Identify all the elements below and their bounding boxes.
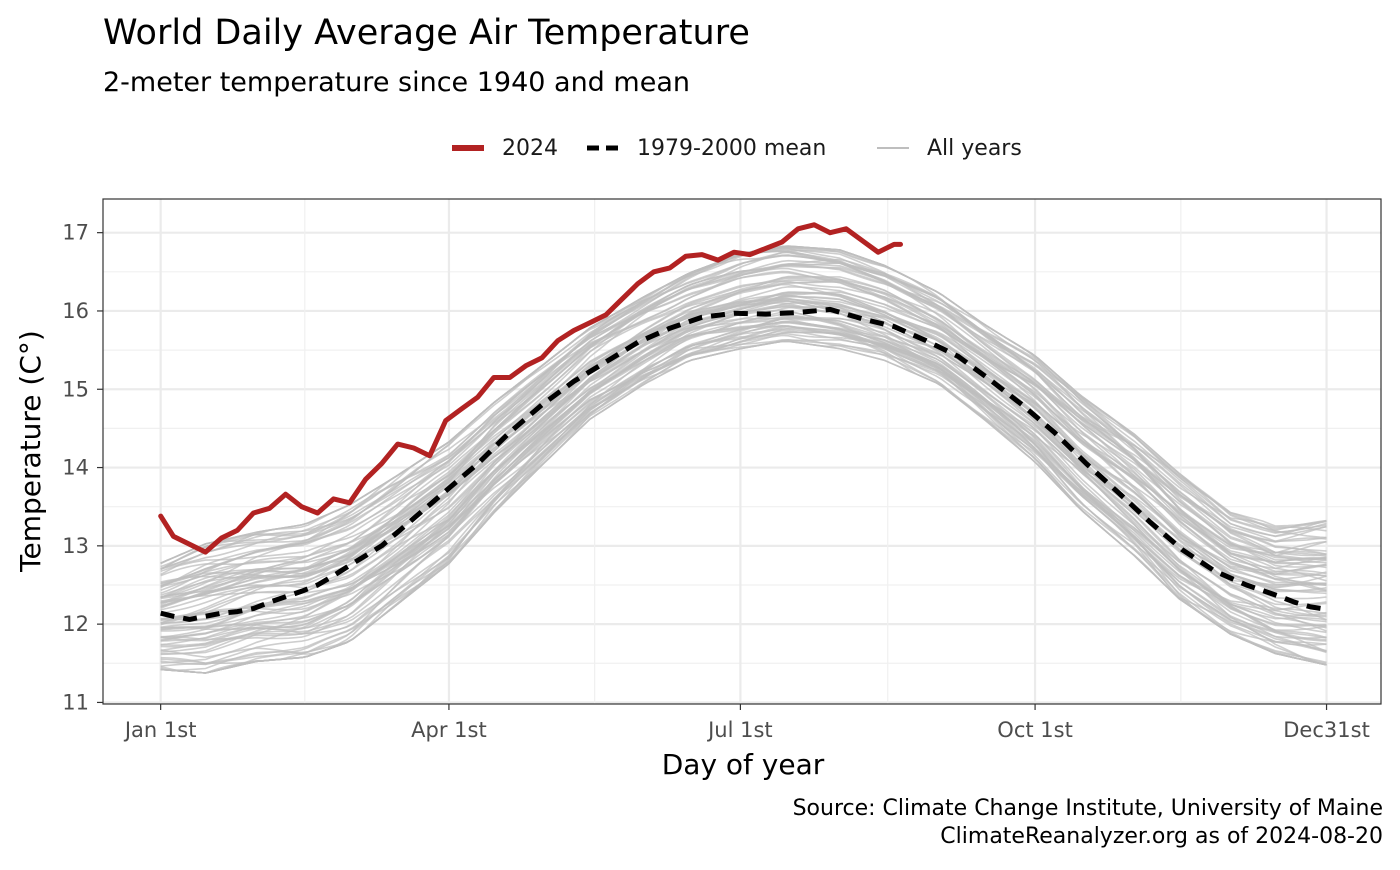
legend-label-mean: 1979-2000 mean: [637, 136, 826, 161]
chart-subtitle: 2-meter temperature since 1940 and mean: [103, 67, 690, 98]
legend-label-all-years: All years: [927, 136, 1022, 161]
x-tick-label: Jul 1st: [706, 718, 773, 742]
mean-line: [160, 306, 1327, 622]
y-tick-label: 14: [62, 456, 89, 480]
all-years-line: [160, 291, 1327, 620]
all-years-line: [160, 320, 1327, 674]
mean-series: [160, 306, 1327, 622]
y-tick-label: 12: [62, 612, 89, 636]
y-axis-ticks: 11 12 13 14 15 16 17: [62, 221, 103, 714]
line-2024: [158, 222, 903, 555]
plot-border: [102, 198, 1382, 705]
all-years-line: [160, 280, 1327, 605]
caption-date: ClimateReanalyzer.org as of 2024-08-20: [940, 824, 1383, 849]
y-tick-label: 16: [62, 299, 89, 323]
all-years-line: [160, 271, 1327, 571]
legend-label-2024: 2024: [502, 136, 558, 161]
all-years-line: [160, 320, 1327, 665]
all-years-line: [160, 340, 1327, 652]
x-tick-label: Jan 1st: [123, 718, 197, 742]
legend: 2024 1979-2000 mean All years: [452, 136, 1022, 161]
x-axis-title: Day of year: [662, 748, 825, 781]
x-tick-label: Oct 1st: [997, 718, 1073, 742]
x-axis-ticks: Jan 1st Apr 1st Jul 1st Oct 1st Dec31st: [123, 704, 1370, 742]
y-tick-label: 13: [62, 534, 89, 558]
all-years-line: [160, 246, 898, 576]
x-tick-label: Apr 1st: [411, 718, 487, 742]
y-tick-label: 15: [62, 377, 89, 401]
series-2024: [158, 222, 903, 555]
y-tick-label: 11: [62, 690, 89, 714]
caption-source: Source: Climate Change Institute, Univer…: [793, 796, 1383, 821]
y-axis-title: Temperature (C°): [14, 330, 47, 573]
grid-lines: [103, 199, 1381, 704]
all-years-line: [160, 254, 1327, 564]
all-years-line: [160, 317, 1327, 632]
chart-title: World Daily Average Air Temperature: [103, 13, 750, 53]
x-tick-label: Dec31st: [1283, 718, 1370, 742]
y-tick-label: 17: [62, 221, 89, 245]
